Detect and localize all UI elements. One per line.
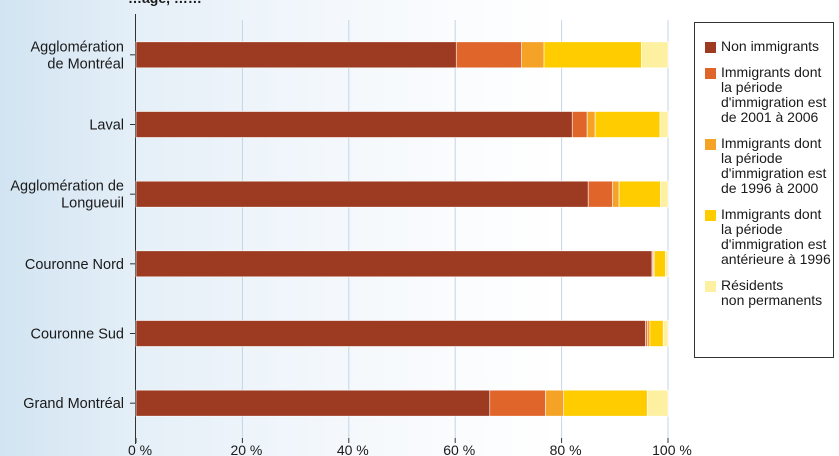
bar-segment xyxy=(455,41,523,69)
legend-swatch xyxy=(705,210,716,221)
legend-item: Non immigrants xyxy=(705,39,833,54)
category-label: Couronne Nord xyxy=(25,257,124,273)
legend-item: Résidents non permanents xyxy=(705,278,833,308)
category-label: Agglomération de Longueuil xyxy=(10,179,124,212)
bar-segment xyxy=(653,250,666,278)
bar-segment xyxy=(587,180,613,208)
category-label: Laval xyxy=(89,118,124,134)
chart-title: …age, …… xyxy=(128,0,202,6)
legend-item: Immigrants dont la période d'immigration… xyxy=(705,207,833,267)
x-tick-label: 0 % xyxy=(128,442,152,456)
x-tick-label: 40 % xyxy=(337,442,369,456)
legend-swatch xyxy=(705,68,716,79)
legend-item: Immigrants dont la période d'immigration… xyxy=(705,136,833,196)
x-tick-label: 60 % xyxy=(443,442,475,456)
legend-label: Immigrants dont la période d'immigration… xyxy=(721,135,827,196)
x-tick-label: 80 % xyxy=(550,442,582,456)
bar-segment xyxy=(489,389,546,417)
bar-segment xyxy=(135,111,573,138)
bar-segment xyxy=(586,111,596,138)
legend-label: Immigrants dont la période d'immigration… xyxy=(721,64,827,125)
bar-segment xyxy=(659,111,669,138)
bar-segment xyxy=(660,180,669,208)
bar-segment xyxy=(646,320,651,347)
legend-label: Résidents non permanents xyxy=(721,277,823,308)
chart-legend: Non immigrants Immigrants dont la période… xyxy=(694,22,834,358)
bar-segment xyxy=(543,41,642,69)
bar-segment xyxy=(612,180,620,208)
x-tick-label: 100 % xyxy=(652,442,692,456)
legend-swatch xyxy=(705,281,716,292)
bar-segment xyxy=(594,111,661,138)
legend-label: Non immigrants xyxy=(721,38,820,54)
legend-swatch xyxy=(705,139,716,150)
category-label: Grand Montréal xyxy=(23,396,124,412)
bar-segment xyxy=(563,389,648,417)
bar-segment xyxy=(545,389,565,417)
bar-segment xyxy=(135,320,646,347)
bar-segment xyxy=(665,250,669,278)
bar-segment xyxy=(571,111,588,138)
bar-segment xyxy=(135,250,653,278)
legend-label: Immigrants dont la période d'immigration… xyxy=(721,206,831,267)
bar-segment xyxy=(646,389,669,417)
bar-segment xyxy=(521,41,545,69)
bar-segment xyxy=(135,389,491,417)
bar-segment xyxy=(618,180,661,208)
bar-segment xyxy=(641,41,669,69)
legend-item: Immigrants dont la période d'immigration… xyxy=(705,65,833,125)
category-label: Couronne Sud xyxy=(30,327,124,343)
x-tick-label: 20 % xyxy=(230,442,262,456)
bar-segment xyxy=(135,41,457,69)
legend-swatch xyxy=(705,42,716,53)
bar-segment xyxy=(649,320,664,347)
bar-segment xyxy=(662,320,669,347)
bar-segment xyxy=(135,180,589,208)
category-label: Agglomération de Montréal xyxy=(31,39,125,72)
